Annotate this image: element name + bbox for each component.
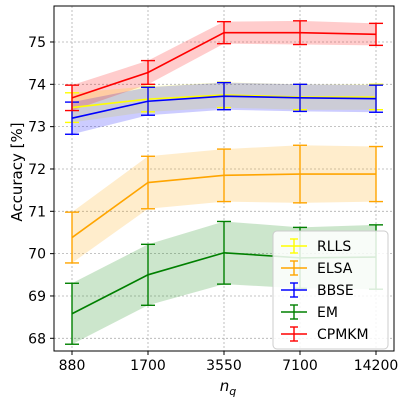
legend-entry-rlls: RLLS [281,238,351,255]
y-tick-label: 74 [28,77,46,93]
y-tick-label: 68 [28,331,46,347]
y-tick-label: 70 [28,247,46,263]
legend-entry-em: EM [281,304,338,321]
x-tick-label: 1700 [130,358,166,374]
legend-label: ELSA [317,261,353,277]
x-tick-label: 880 [59,358,86,374]
y-tick-label: 73 [28,120,46,136]
y-tick-label: 72 [28,162,46,178]
y-tick-label: 69 [28,289,46,305]
x-tick-label: 7100 [282,358,318,374]
legend-label: BBSE [317,283,354,299]
x-axis-title-sub: q [229,385,236,398]
legend: RLLS ELSA BBSE EM CPMKM [272,230,389,350]
x-tick-label: 14200 [354,358,399,374]
legend-entry-bbse: BBSE [281,282,354,299]
series-elsa [65,144,383,264]
legend-entry-cpmkm: CPMKM [281,326,369,343]
x-tick-label: 3550 [206,358,242,374]
y-tick-label: 75 [28,35,46,51]
legend-label: EM [317,305,338,321]
legend-label: CPMKM [317,327,369,343]
legend-label: RLLS [317,239,351,255]
x-axis-title: nq [220,377,237,398]
legend-box [272,230,389,350]
legend-entry-elsa: ELSA [281,260,353,277]
y-tick-label: 71 [28,204,46,220]
y-axis-title: Accuracy [%] [8,122,26,221]
x-axis-title-main: n [220,377,230,395]
series-cpmkm [65,20,383,112]
axes: 880 1700 3550 7100 14200 68 69 70 71 72 73 74 75 [28,5,399,374]
